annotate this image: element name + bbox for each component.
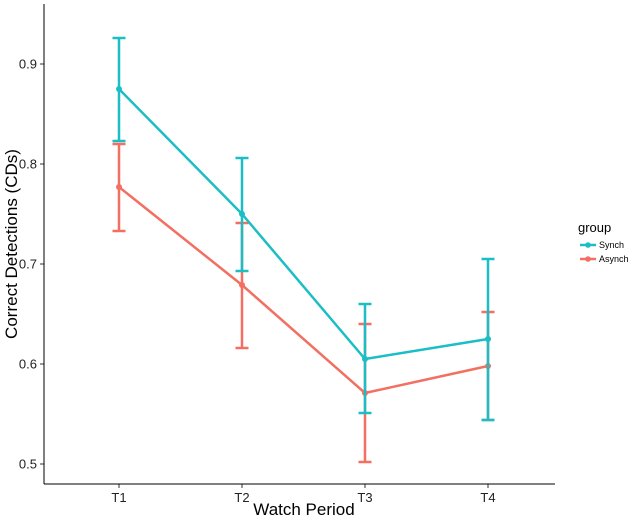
plot-area: 0.5 0.6 0.7 0.8 0.9 T1 T2 T3 T4 [19, 36, 496, 505]
x-tick-label: T3 [357, 490, 372, 505]
legend-key-point [585, 256, 591, 262]
data-point [116, 86, 122, 92]
y-axis-title: Correct Detections (CDs) [2, 149, 21, 339]
x-axis-title: Watch Period [253, 500, 354, 519]
legend: group Synch Asynch [578, 220, 629, 264]
series-line [118, 186, 489, 395]
legend-key-point [585, 242, 591, 248]
series-line [118, 88, 489, 361]
y-tick-label: 0.9 [19, 57, 37, 72]
legend-label-synch: Synch [599, 240, 624, 250]
x-tick-label: T2 [234, 490, 249, 505]
y-tick-label: 0.8 [19, 157, 37, 172]
x-tick-label: T1 [111, 490, 126, 505]
data-point [116, 184, 122, 190]
y-tick-label: 0.7 [19, 257, 37, 272]
data-point [239, 211, 245, 217]
data-point [362, 356, 368, 362]
legend-label-asynch: Asynch [599, 254, 629, 264]
data-point [485, 336, 491, 342]
x-tick-label: T4 [480, 490, 495, 505]
series-asynch [112, 142, 495, 464]
y-tick-label: 0.6 [19, 357, 37, 372]
legend-title: group [578, 220, 611, 235]
series-synch [112, 36, 495, 422]
y-tick-label: 0.5 [19, 457, 37, 472]
data-point [239, 282, 245, 288]
